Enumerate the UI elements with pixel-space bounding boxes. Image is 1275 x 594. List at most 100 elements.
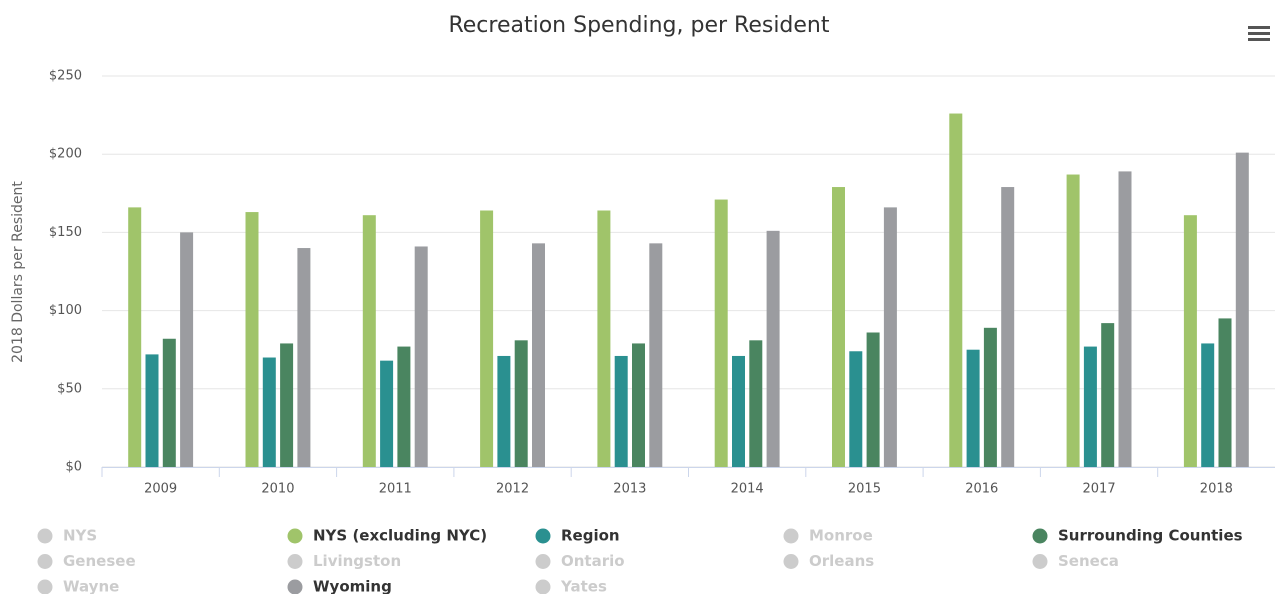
legend-label: Yates — [560, 578, 607, 594]
bar — [949, 113, 963, 467]
legend-item[interactable]: Monroe — [783, 527, 873, 545]
legend-symbol — [37, 528, 53, 544]
legend-symbol — [535, 528, 551, 544]
y-tick-label: $200 — [49, 147, 82, 162]
legend-symbol — [783, 528, 799, 544]
legend-symbol — [783, 554, 799, 569]
bar — [380, 360, 394, 467]
legend-label: NYS — [63, 527, 97, 545]
legend-label: NYS (excluding NYC) — [313, 527, 487, 545]
y-tick-label: $150 — [49, 225, 82, 240]
bar — [649, 243, 663, 467]
x-tick-label: 2010 — [261, 482, 294, 497]
x-tick-label: 2017 — [1083, 482, 1116, 497]
bar — [532, 243, 545, 467]
y-tick-label: $50 — [57, 381, 82, 396]
bar — [245, 212, 259, 467]
x-tick-label: 2016 — [965, 482, 998, 497]
x-tick-label: 2015 — [848, 482, 881, 497]
bar — [262, 357, 276, 467]
bar — [732, 355, 745, 467]
bar — [280, 343, 294, 467]
legend-symbol — [37, 554, 53, 569]
bar — [1235, 152, 1249, 468]
bar — [1101, 323, 1115, 467]
legend-label: Orleans — [809, 552, 874, 570]
bar — [397, 346, 411, 467]
bar — [714, 199, 728, 467]
legend-item[interactable]: Region — [535, 527, 620, 545]
bar — [297, 248, 311, 467]
y-axis-title: 2018 Dollars per Resident — [10, 181, 26, 363]
y-tick-label: $250 — [49, 69, 82, 84]
bar — [414, 246, 428, 467]
legend-item[interactable]: Ontario — [535, 552, 625, 570]
bar — [514, 340, 528, 467]
x-tick-label: 2018 — [1200, 482, 1233, 497]
menu-line — [1248, 26, 1270, 29]
legend-symbol — [1032, 528, 1048, 544]
legend-label: Genesee — [63, 552, 136, 570]
bar — [866, 332, 880, 467]
bar — [362, 215, 376, 467]
menu-button[interactable] — [1248, 26, 1270, 41]
legend-symbol — [287, 554, 303, 569]
legend-label: Monroe — [809, 527, 873, 545]
legend-label: Region — [561, 527, 620, 545]
bar — [1218, 318, 1232, 467]
bar — [614, 355, 628, 467]
legend-symbol — [535, 554, 551, 569]
legend-label: Wayne — [63, 578, 119, 594]
y-tick-label: $0 — [65, 460, 82, 475]
legend-item[interactable]: Seneca — [1032, 552, 1119, 570]
legend-item[interactable]: Genesee — [37, 552, 136, 570]
bar — [180, 232, 194, 467]
bar — [1201, 343, 1215, 467]
legend-item[interactable]: Wyoming — [287, 578, 392, 594]
menu-line — [1248, 38, 1270, 41]
bar — [983, 327, 997, 467]
bar — [749, 340, 763, 467]
bar — [849, 351, 863, 467]
legend-symbol — [287, 579, 303, 594]
bar — [145, 354, 159, 467]
legend-symbol — [37, 579, 53, 594]
legend-item[interactable]: Orleans — [783, 552, 875, 570]
bar — [128, 207, 142, 467]
x-tick-label: 2013 — [613, 482, 646, 497]
bar — [1001, 187, 1015, 467]
bar — [1118, 171, 1132, 468]
bar — [832, 187, 845, 467]
legend-label: Seneca — [1058, 552, 1119, 570]
bar — [1183, 215, 1197, 467]
y-tick-label: $100 — [49, 303, 82, 318]
bar — [966, 349, 980, 467]
bar — [632, 343, 645, 467]
bar — [597, 210, 611, 467]
legend-item[interactable]: NYS (excluding NYC) — [287, 527, 488, 545]
x-tick-label: 2011 — [379, 482, 412, 497]
bar — [1066, 174, 1080, 468]
bar — [497, 355, 511, 467]
x-tick-label: 2009 — [144, 482, 177, 497]
legend-item[interactable]: Livingston — [287, 552, 402, 570]
legend-item[interactable]: Yates — [535, 578, 607, 594]
legend-symbol — [535, 579, 551, 594]
legend-item[interactable]: Surrounding Counties — [1032, 527, 1243, 545]
chart-title: Recreation Spending, per Resident — [448, 13, 829, 38]
x-tick-label: 2012 — [496, 482, 529, 497]
legend-item[interactable]: NYS — [37, 527, 98, 545]
legend-symbol — [287, 528, 303, 544]
legend-item[interactable]: Wayne — [37, 578, 120, 594]
bar — [766, 230, 780, 467]
bar — [162, 338, 176, 467]
bar — [480, 210, 494, 467]
legend-label: Wyoming — [313, 578, 392, 594]
legend-label: Surrounding Counties — [1058, 527, 1243, 545]
bar — [1083, 346, 1097, 467]
legend-label: Livingston — [313, 552, 401, 570]
x-tick-label: 2014 — [731, 482, 764, 497]
legend-label: Ontario — [561, 552, 625, 570]
menu-line — [1248, 32, 1270, 35]
